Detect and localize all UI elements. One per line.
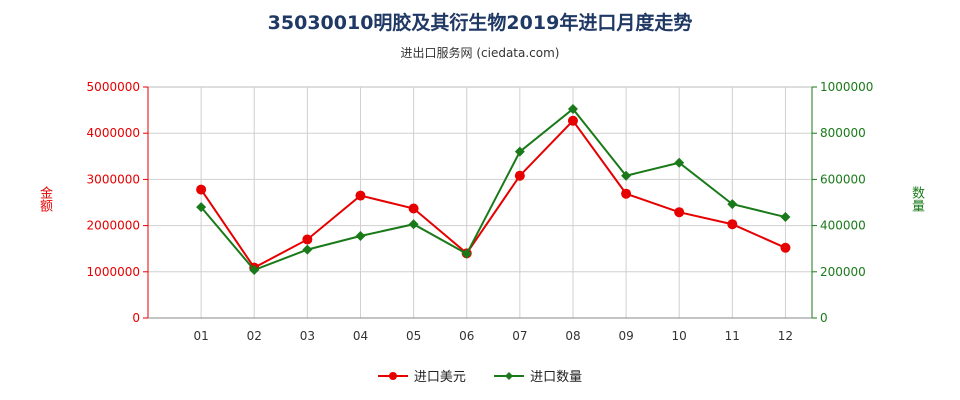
series-1-point-01 [196, 184, 207, 195]
series-2-point-12 [780, 212, 791, 223]
series-2-point-03 [302, 244, 313, 255]
legend-item-import-usd[interactable]: 进口美元 [377, 366, 466, 385]
series-2-point-07 [514, 146, 525, 157]
right-tick-label: 1000000 [820, 80, 873, 94]
left-tick-label: 0 [132, 311, 140, 325]
right-tick-label: 400000 [820, 219, 866, 233]
x-tick-label: 03 [300, 329, 315, 343]
left-axis-label: 金额 [37, 186, 52, 212]
series-line-2 [200, 107, 786, 272]
series-1-point-07 [514, 170, 525, 181]
left-tick-label: 4000000 [87, 126, 140, 140]
series-2-point-09 [621, 170, 632, 181]
series-2-point-01 [196, 202, 207, 213]
x-tick-label: 01 [193, 329, 208, 343]
x-tick-label: 04 [353, 329, 368, 343]
x-tick-label: 10 [672, 329, 687, 343]
x-tick-label: 09 [618, 329, 633, 343]
legend: 进口美元 进口数量 [0, 366, 960, 385]
right-tick-label: 600000 [820, 172, 866, 186]
series-1-point-03 [302, 234, 313, 245]
series-line-1 [200, 119, 786, 269]
left-tick-label: 1000000 [87, 265, 140, 279]
series-2-point-06 [461, 248, 472, 259]
left-tick-label: 2000000 [87, 219, 140, 233]
series-2-point-10 [674, 157, 685, 168]
series-1-point-05 [408, 203, 419, 214]
plot-area [147, 86, 813, 319]
series-2-point-04 [355, 230, 366, 241]
legend-label-import-usd: 进口美元 [413, 370, 466, 385]
series-1-point-04 [355, 190, 366, 201]
series-1-point-08 [567, 115, 578, 126]
right-tick-label: 200000 [820, 265, 866, 279]
left-tick-label: 5000000 [87, 80, 140, 94]
series-1-point-12 [780, 242, 791, 253]
x-tick-label: 05 [406, 329, 421, 343]
legend-item-import-quantity[interactable]: 进口数量 [494, 366, 582, 385]
right-axis-label: 数量 [909, 186, 924, 212]
series-1-point-11 [727, 219, 738, 230]
series-2-point-05 [408, 219, 419, 230]
x-tick-label: 07 [512, 329, 527, 343]
chart-subtitle: 进出口服务网 (ciedata.com) [400, 46, 560, 60]
x-tick-label: 11 [725, 329, 740, 343]
chart-title: 35030010明胶及其衍生物2019年进口月度走势 [267, 12, 693, 34]
x-tick-label: 12 [778, 329, 793, 343]
right-tick-label: 800000 [820, 126, 866, 140]
series-1-point-09 [621, 188, 632, 199]
series-2-point-11 [727, 199, 738, 210]
legend-swatch-green [494, 371, 525, 380]
x-tick-label: 02 [247, 329, 262, 343]
series-2-point-02 [249, 264, 260, 275]
x-tick-label: 08 [565, 329, 580, 343]
series-1-point-10 [674, 207, 685, 218]
legend-label-import-quantity: 进口数量 [530, 370, 583, 385]
left-tick-label: 3000000 [87, 172, 140, 186]
legend-swatch-red [377, 371, 408, 380]
series-2-point-08 [567, 103, 578, 114]
right-tick-label: 0 [820, 311, 828, 325]
x-tick-label: 06 [459, 329, 474, 343]
